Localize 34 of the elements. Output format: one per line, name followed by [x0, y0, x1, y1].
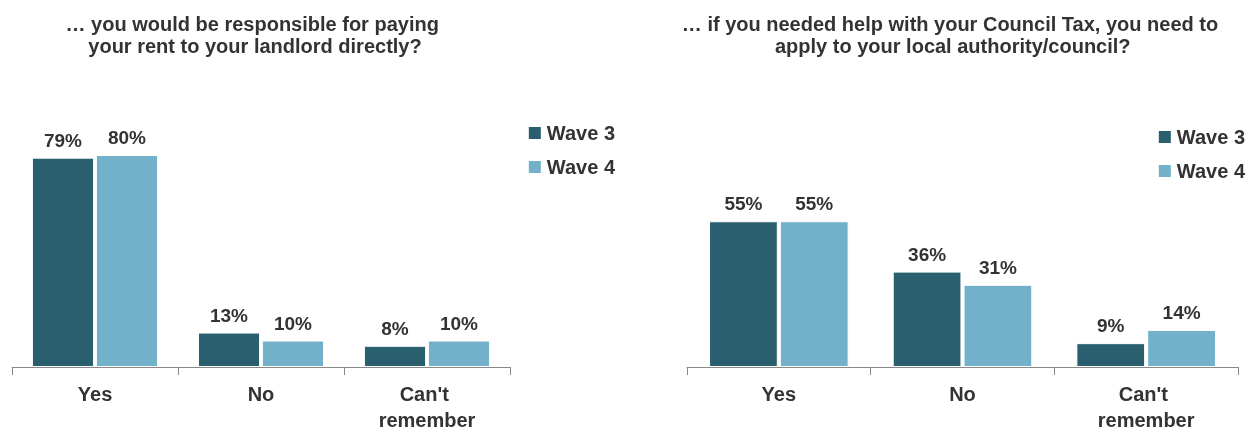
- data-label: 13%: [209, 304, 249, 326]
- bar: [363, 345, 427, 367]
- bar: [427, 340, 491, 367]
- data-label: 10%: [273, 312, 313, 334]
- bar: [1147, 329, 1216, 367]
- x-tick-label: Yes: [761, 383, 797, 405]
- bar: [197, 332, 261, 367]
- x-tick-label: No: [247, 383, 275, 405]
- x-tick-label: No: [949, 383, 976, 405]
- x-tick-label: Yes: [77, 383, 113, 405]
- bar: [31, 157, 95, 367]
- legend-label: Wave 4: [546, 156, 616, 178]
- data-label: 8%: [381, 317, 409, 339]
- data-label: 10%: [439, 312, 479, 334]
- legend-label: Wave 3: [546, 122, 615, 144]
- data-label: 79%: [43, 129, 83, 151]
- x-tick-label: Can't remember: [378, 383, 476, 431]
- chart-title: … if you needed help with your Council Tax, you need to apply to your local authority/council?: [681, 13, 1219, 57]
- data-label: 80%: [107, 127, 147, 148]
- data-label: 14%: [1162, 301, 1201, 323]
- bar: [261, 340, 325, 367]
- bar: [779, 221, 849, 367]
- data-label: 36%: [908, 243, 947, 265]
- chart-title: … you would be responsible for paying your rent to your landlord directly?: [65, 13, 445, 57]
- legend-label: Wave 4: [1176, 160, 1246, 182]
- bar: [95, 155, 159, 367]
- legend-label: Wave 3: [1176, 126, 1245, 148]
- x-tick-label: Can't remember: [1097, 383, 1195, 431]
- bar: [1076, 343, 1146, 367]
- data-label: 55%: [724, 193, 763, 215]
- bar: [709, 221, 778, 367]
- data-label: 31%: [978, 256, 1018, 278]
- data-label: 9%: [1097, 315, 1125, 337]
- data-label: 55%: [795, 193, 834, 215]
